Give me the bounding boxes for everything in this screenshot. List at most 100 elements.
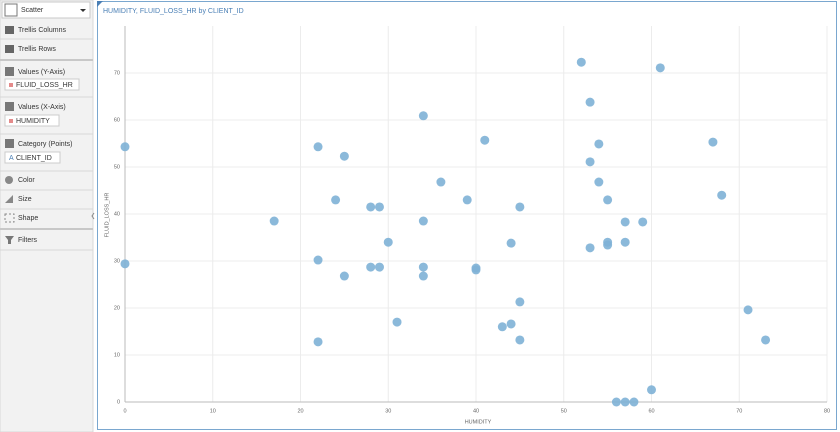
chart-panel: [97, 1, 837, 430]
point: [120, 142, 130, 152]
chip-icon: [9, 119, 13, 123]
point: [594, 139, 604, 149]
point: [743, 305, 753, 315]
y-tick-label: 0: [117, 399, 120, 405]
point: [603, 240, 613, 250]
point: [515, 335, 525, 345]
point: [585, 157, 595, 167]
point: [462, 195, 472, 205]
point: [339, 271, 349, 281]
point: [611, 397, 621, 407]
icon: [4, 213, 15, 223]
point: [717, 190, 727, 200]
y-axis-title: FLUID_LOSS_HR: [104, 193, 110, 238]
point: [603, 195, 613, 205]
point: [418, 262, 428, 272]
y-tick-label: 60: [114, 117, 120, 123]
point: [418, 216, 428, 226]
shape-shelf[interactable]: Shape: [18, 215, 38, 222]
x-axis-label: Values (X-Axis): [18, 104, 66, 111]
x-axis-title: HUMIDITY: [465, 419, 492, 425]
icon: [5, 26, 14, 34]
point: [269, 216, 279, 226]
point: [418, 271, 428, 281]
scatter-icon: [4, 3, 18, 17]
size-shelf[interactable]: Size: [18, 196, 32, 203]
trellis-rows[interactable]: Trellis Rows: [18, 46, 56, 53]
category-chip-text: CLIENT_ID: [16, 155, 52, 162]
x-tick-label: 80: [824, 408, 830, 414]
point: [471, 265, 481, 275]
point: [339, 151, 349, 161]
category-chip[interactable]: [4, 151, 61, 164]
y-axis-label: Values (Y-Axis): [18, 69, 65, 76]
point: [708, 137, 718, 147]
x-tick-label: 40: [473, 408, 479, 414]
point: [638, 217, 648, 227]
point: [480, 135, 490, 145]
point: [418, 111, 428, 121]
point: [331, 195, 341, 205]
x-tick-label: 20: [297, 408, 303, 414]
point: [506, 238, 516, 248]
y-tick-label: 10: [114, 352, 120, 358]
point: [366, 262, 376, 272]
chip-icon: [9, 83, 13, 87]
x-tick-label: 70: [736, 408, 742, 414]
point: [515, 202, 525, 212]
filters-shelf[interactable]: Filters: [18, 237, 38, 244]
trellis-columns[interactable]: Trellis Columns: [18, 27, 66, 34]
chart-type-dropdown[interactable]: [1, 1, 91, 19]
point: [436, 177, 446, 187]
icon: [5, 67, 14, 76]
panel-corner: [97, 1, 103, 7]
point: [515, 297, 525, 307]
point: [392, 317, 402, 327]
x-axis-chip-text: HUMIDITY: [16, 118, 50, 125]
sidebar: [0, 0, 94, 432]
x-axis-chip[interactable]: [4, 114, 60, 127]
point: [313, 255, 323, 265]
point: [366, 202, 376, 212]
point: [655, 63, 665, 73]
y-axis-chip[interactable]: [4, 78, 80, 91]
icon: [5, 45, 14, 53]
y-tick-label: 20: [114, 305, 120, 311]
icon: [5, 236, 14, 244]
icon: [5, 176, 13, 184]
point: [313, 142, 323, 152]
y-tick-label: 40: [114, 211, 120, 217]
chip-icon: A: [9, 155, 14, 162]
point: [576, 57, 586, 67]
x-tick-label: 10: [210, 408, 216, 414]
plot: 0 10 20 30 40 50 60 70 0 10 20 30 40 50 60 70 80: [114, 26, 830, 414]
collapse-handle[interactable]: [91, 212, 95, 220]
icon: [5, 139, 14, 148]
point: [594, 177, 604, 187]
point: [497, 322, 507, 332]
point: [647, 385, 656, 395]
point: [120, 259, 130, 269]
x-tick-label: 50: [561, 408, 567, 414]
icon: [5, 102, 14, 111]
y-tick-label: 70: [114, 70, 120, 76]
point: [629, 397, 639, 407]
color-shelf[interactable]: Color: [18, 177, 35, 184]
chart-type: Scatter: [21, 7, 44, 14]
point: [620, 237, 630, 247]
category-label: Category (Points): [18, 141, 72, 148]
x-tick-label: 30: [385, 408, 391, 414]
point: [620, 397, 630, 407]
x-tick-label: 60: [648, 408, 654, 414]
point: [585, 243, 595, 253]
point: [313, 337, 323, 347]
chart-title: HUMIDITY, FLUID_LOSS_HR by CLIENT_ID: [103, 8, 244, 15]
point: [620, 217, 630, 227]
y-tick-label: 30: [114, 258, 120, 264]
point: [374, 262, 384, 272]
dropdown-arrow: [80, 9, 86, 12]
x-tick-label: 0: [123, 408, 126, 414]
icon: [5, 195, 13, 203]
point: [383, 237, 393, 247]
